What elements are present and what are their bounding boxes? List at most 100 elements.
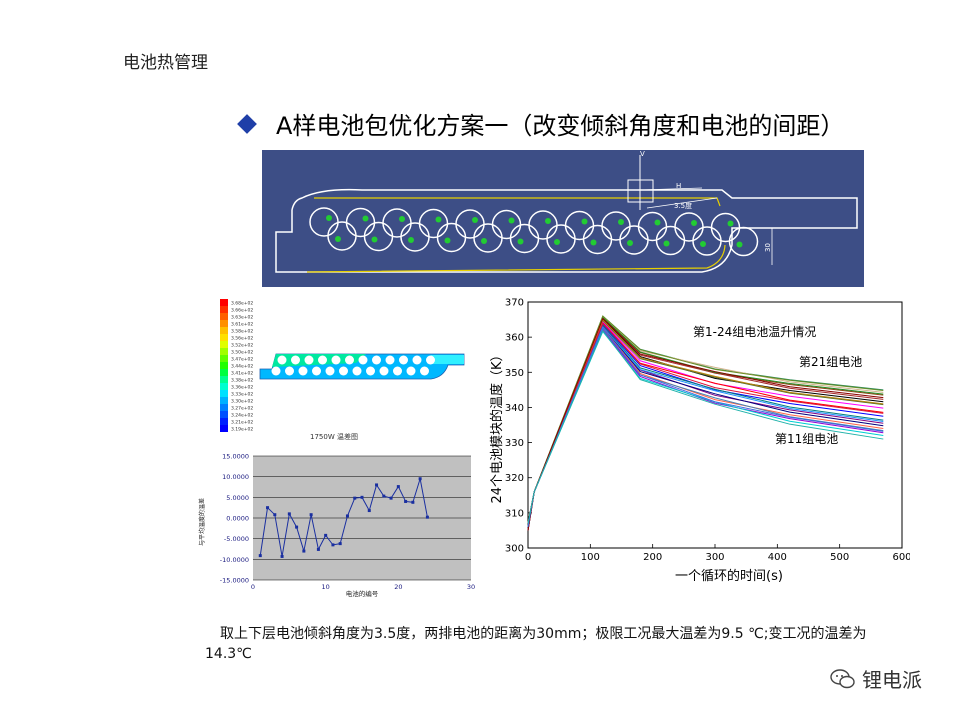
cell-top (455, 209, 485, 239)
data-point (280, 554, 284, 558)
contour-cell (325, 366, 335, 376)
dim-spacing-label: 30 (764, 243, 772, 252)
cell-bottom (400, 222, 430, 252)
sensor-dot (554, 239, 560, 245)
data-point (353, 496, 357, 500)
y-tick-label: -15.0000 (220, 577, 249, 585)
x-tick-label: 200 (643, 552, 662, 563)
data-point (302, 549, 306, 553)
temp-diff-chart: 15.0000 10.0000 5.0000 0.0000 -5.0000 -10.000… (196, 450, 486, 600)
dim-h-label: H (676, 182, 681, 190)
sensor-dot (627, 240, 633, 246)
legend-value: 3.41e+02 (231, 371, 253, 377)
y-tick-label: 300 (505, 544, 524, 555)
legend-value: 3.68e+02 (231, 301, 253, 307)
cell-top (491, 209, 522, 240)
slide-title-text: A样电池包优化方案一（改变倾斜角度和电池的间距） (276, 112, 845, 140)
data-point (425, 515, 429, 519)
legend-swatch (220, 425, 228, 432)
dim-angle-label: 3.5度 (674, 201, 692, 210)
cell-bottom (327, 221, 357, 251)
cell-top (564, 210, 595, 241)
cad-drawing: V H 3.5度 30 (275, 150, 858, 273)
data-point (396, 485, 400, 489)
page-header: 电池热管理 (123, 53, 208, 73)
data-point (404, 499, 408, 503)
contour-cell (426, 355, 435, 365)
wechat-icon (830, 668, 855, 688)
data-point (258, 554, 262, 558)
legend-value: 3.66e+02 (231, 308, 253, 314)
caption-line-2: 14.3℃ (205, 646, 252, 662)
y-axis-label: 24个电池模块的温度（K） (489, 348, 505, 503)
legend-swatch (220, 383, 228, 390)
x-tick-label: 20 (394, 583, 402, 591)
sensor-dot (408, 237, 414, 243)
sensor-dot (362, 215, 369, 222)
legend-value: 3.36e+02 (231, 385, 253, 391)
series-line (527, 329, 884, 524)
cell-top (418, 208, 449, 239)
contour-cell (366, 366, 375, 376)
x-tick-label: 0 (251, 583, 255, 591)
sensor-dot (545, 218, 551, 224)
sensor-dot (654, 219, 661, 226)
sensor-dot (581, 218, 588, 225)
y-tick-label: 10.0000 (222, 473, 249, 481)
legend-value: 3.63e+02 (231, 315, 253, 321)
contour-cell (345, 355, 354, 365)
contour-plot: 3.68e+023.66e+023.63e+023.61e+023.58e+02… (220, 299, 465, 433)
contour-cell (379, 366, 389, 376)
data-point (295, 525, 299, 529)
legend-value: 3.52e+02 (231, 343, 253, 349)
legend-swatch (220, 369, 228, 376)
cell-bottom (546, 224, 576, 254)
y-tick-label: -10.0000 (220, 556, 249, 564)
legend-value: 3.27e+02 (231, 406, 253, 412)
legend-swatch (220, 334, 228, 341)
y-tick-label: 360 (505, 333, 524, 344)
legend-value: 3.58e+02 (231, 329, 253, 335)
sensor-dot (691, 220, 697, 226)
plot-area (527, 301, 903, 549)
data-point (367, 509, 371, 513)
watermark-text: 锂电派 (862, 668, 922, 692)
selection-box (627, 179, 654, 203)
data-point (375, 483, 379, 487)
legend-swatch (220, 320, 228, 327)
legend-swatch (220, 306, 228, 313)
y-tick-label: 15.0000 (222, 453, 249, 461)
contour-cell (352, 366, 362, 376)
legend-value: 3.19e+02 (231, 427, 253, 433)
data-point (345, 514, 349, 518)
y-tick-label: 370 (505, 298, 524, 309)
x-tick-label: 0 (525, 552, 531, 563)
y-tick-label: 5.0000 (226, 494, 249, 502)
legend-value: 3.38e+02 (231, 378, 253, 384)
contour-cell (285, 366, 294, 376)
x-tick-label: 300 (705, 552, 724, 563)
data-point (418, 477, 422, 481)
y-tick-label: 340 (505, 403, 524, 414)
y-tick-label: 0.0000 (226, 515, 249, 523)
contour-caption: 1750W 温差图 (310, 433, 358, 441)
cell-bottom (473, 223, 503, 253)
data-point (266, 506, 270, 510)
diamond-bullet-icon (237, 114, 257, 134)
dim-line-angle (646, 197, 718, 209)
legend-value: 3.47e+02 (231, 357, 253, 363)
caption: 取上下层电池倾斜角度为3.5度，两排电池的距离为30mm；极限工况最大温差为9.… (205, 624, 945, 664)
sensor-dot (399, 216, 405, 222)
cell-top (345, 207, 376, 238)
contour-cell (304, 355, 314, 365)
caption-line-1: 取上下层电池倾斜角度为3.5度，两排电池的距离为30mm；极限工况最大温差为9.… (220, 626, 867, 642)
x-axis-label: 一个循环的时间(s) (675, 568, 783, 584)
contour-cell (331, 355, 341, 365)
cell-bottom (436, 222, 467, 253)
cell-bottom (363, 221, 394, 252)
cell-bottom (582, 224, 613, 255)
data-point (338, 542, 342, 546)
sensor-dot (727, 220, 734, 227)
x-tick-label: 600 (892, 552, 910, 563)
x-tick-label: 30 (467, 583, 475, 591)
